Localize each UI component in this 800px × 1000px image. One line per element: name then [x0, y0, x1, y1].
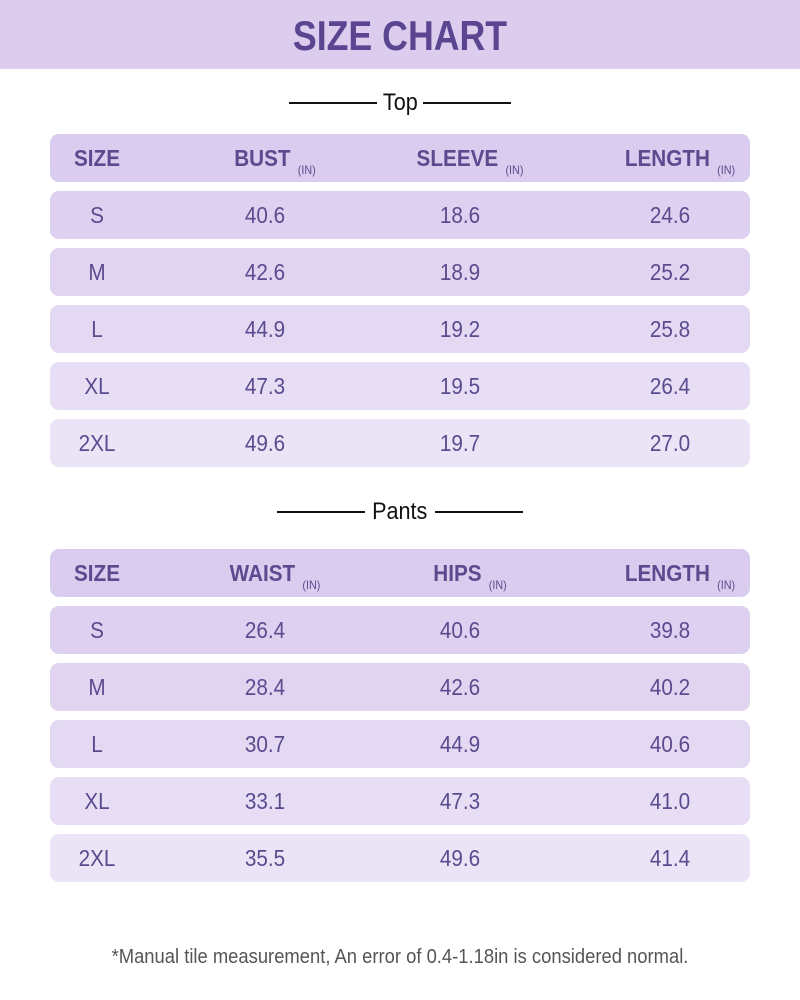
top-size-table: SIZE BUST (IN) SLEEVE (IN) LENGTH (IN) S 40.6 18.…: [50, 134, 750, 476]
divider: [288, 101, 377, 104]
pants-size-table: SIZE WAIST (IN) HIPS (IN) LENGTH (IN) S 26.4 40.6…: [50, 549, 750, 891]
table-cell: XL: [84, 373, 110, 399]
table-row: M 42.6 18.9 25.2: [50, 248, 750, 296]
table-cell: 24.6: [649, 202, 691, 228]
table-header-row: SIZE WAIST (IN) HIPS (IN) LENGTH (IN): [50, 549, 750, 597]
column-header: LENGTH (IN): [625, 134, 735, 186]
column-header: WAIST (IN): [230, 549, 321, 601]
table-cell: 18.9: [439, 259, 481, 285]
column-header-label: SIZE: [73, 145, 121, 171]
column-header-label: SIZE: [73, 560, 121, 586]
table-header-row: SIZE BUST (IN) SLEEVE (IN) LENGTH (IN): [50, 134, 750, 182]
table-cell: 44.9: [244, 316, 286, 342]
table-cell: XL: [84, 788, 110, 814]
table-cell: 42.6: [439, 674, 481, 700]
table-row: XL 33.1 47.3 41.0: [50, 777, 750, 825]
table-cell: 39.8: [649, 617, 691, 643]
column-header: SLEEVE (IN): [417, 134, 524, 186]
table-cell: 44.9: [439, 731, 481, 757]
table-row: L 30.7 44.9 40.6: [50, 720, 750, 768]
table-row: XL 47.3 19.5 26.4: [50, 362, 750, 410]
table-cell: 26.4: [244, 617, 286, 643]
title-banner: SIZE CHART: [0, 0, 800, 69]
footnote: *Manual tile measurement, An error of 0.…: [111, 946, 689, 968]
table-cell: L: [91, 731, 103, 757]
divider: [434, 510, 523, 513]
top-section-title: Top: [0, 88, 800, 117]
table-cell: 49.6: [439, 845, 481, 871]
divider: [277, 510, 366, 513]
column-header: SIZE: [74, 549, 120, 597]
table-cell: 30.7: [244, 731, 286, 757]
column-header-label: BUST: [234, 145, 291, 171]
table-row: S 26.4 40.6 39.8: [50, 606, 750, 654]
table-cell: 18.6: [439, 202, 481, 228]
table-cell: S: [90, 617, 104, 643]
unit-label: (IN): [717, 163, 736, 177]
table-row: L 44.9 19.2 25.8: [50, 305, 750, 353]
table-cell: 40.2: [649, 674, 691, 700]
table-cell: 35.5: [244, 845, 286, 871]
table-cell: 40.6: [244, 202, 286, 228]
column-header: HIPS (IN): [433, 549, 507, 601]
table-cell: M: [88, 674, 106, 700]
table-row: 2XL 35.5 49.6 41.4: [50, 834, 750, 882]
divider: [423, 101, 512, 104]
table-cell: 47.3: [439, 788, 481, 814]
column-header-label: LENGTH: [624, 560, 710, 586]
unit-label: (IN): [488, 578, 507, 592]
table-row: 2XL 49.6 19.7 27.0: [50, 419, 750, 467]
table-cell: 33.1: [244, 788, 286, 814]
table-cell: 40.6: [649, 731, 691, 757]
pants-section-title: Pants: [0, 497, 800, 526]
unit-label: (IN): [297, 163, 316, 177]
unit-label: (IN): [717, 578, 736, 592]
table-cell: 26.4: [649, 373, 691, 399]
column-header-label: LENGTH: [624, 145, 710, 171]
table-cell: 25.2: [649, 259, 691, 285]
table-cell: 19.2: [439, 316, 481, 342]
table-cell: 42.6: [244, 259, 286, 285]
table-cell: 41.0: [649, 788, 691, 814]
column-header-label: HIPS: [433, 560, 482, 586]
table-cell: 27.0: [649, 430, 691, 456]
unit-label: (IN): [302, 578, 321, 592]
table-cell: 2XL: [78, 845, 116, 871]
table-cell: 19.5: [439, 373, 481, 399]
unit-label: (IN): [505, 163, 524, 177]
column-header-label: SLEEVE: [416, 145, 499, 171]
table-cell: L: [91, 316, 103, 342]
table-cell: 19.7: [439, 430, 481, 456]
table-row: M 28.4 42.6 40.2: [50, 663, 750, 711]
table-cell: M: [88, 259, 106, 285]
column-header: SIZE: [74, 134, 120, 182]
column-header: BUST (IN): [234, 134, 316, 186]
table-cell: 25.8: [649, 316, 691, 342]
table-cell: 2XL: [78, 430, 116, 456]
table-cell: 41.4: [649, 845, 691, 871]
table-cell: 40.6: [439, 617, 481, 643]
table-cell: 49.6: [244, 430, 286, 456]
table-cell: S: [90, 202, 104, 228]
table-cell: 47.3: [244, 373, 286, 399]
column-header: LENGTH (IN): [625, 549, 735, 601]
page-title: SIZE CHART: [292, 12, 508, 59]
column-header-label: WAIST: [229, 560, 296, 586]
table-cell: 28.4: [244, 674, 286, 700]
table-row: S 40.6 18.6 24.6: [50, 191, 750, 239]
